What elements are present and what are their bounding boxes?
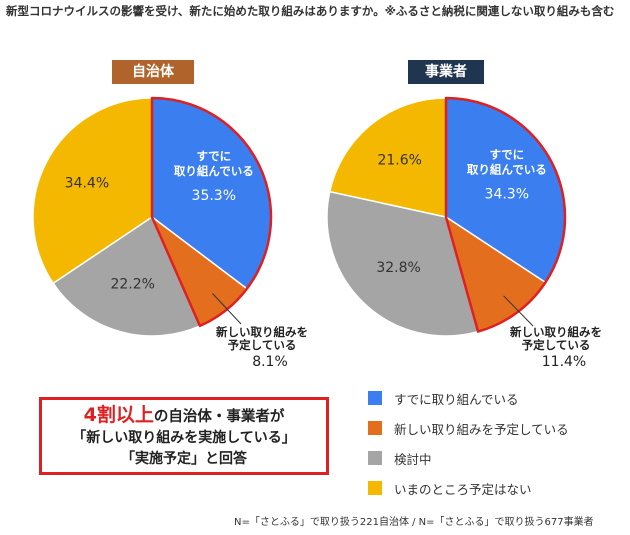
pie-label-business-already: 34.3% — [485, 186, 529, 202]
pie-highlight-municipality — [150, 96, 273, 328]
pie-callout-label-municipality-1: 予定している — [228, 338, 297, 352]
pie-label-municipality-planned: 8.1% — [252, 354, 288, 370]
summary-callout: 4割以上の自治体・事業者が 「新しい取り組みを実施している」 「実施予定」と回答 — [39, 397, 329, 475]
legend-label: 新しい取り組みを予定している — [394, 422, 569, 437]
pie-label-municipality-considering: 22.2% — [110, 276, 154, 292]
legend-label: 検討中 — [394, 452, 432, 467]
pie-slice-municipality-none — [32, 97, 153, 285]
callout-line-2: 「新しい取り組みを実施している」 — [72, 430, 296, 446]
pie-slice-business-none — [328, 97, 447, 218]
pie-inner-label-business-1: 取り組んでいる — [467, 162, 547, 176]
footnote: N=「さとふる」で取り扱う221自治体 / N=「さとふる」で取り扱う677事業… — [234, 517, 594, 528]
pie-highlight-business — [444, 96, 567, 333]
pie-leader-municipality — [212, 293, 242, 325]
pie-inner-label-municipality-0: すでに — [196, 149, 231, 163]
pie-inner-label-business-0: すでに — [489, 147, 524, 161]
pie-label-municipality-already: 35.3% — [192, 188, 236, 204]
pie-leader-business — [503, 295, 534, 327]
pie-slice-municipality-considering — [52, 215, 201, 337]
municipality-tag: 自治体 — [112, 60, 194, 84]
legend-swatch — [368, 481, 382, 495]
pie-label-business-none: 21.6% — [377, 153, 421, 169]
pie-inner-label-municipality-1: 取り組んでいる — [174, 164, 254, 178]
pie-label-business-considering: 32.8% — [376, 260, 420, 276]
pie-callout-label-business-1: 予定している — [522, 338, 591, 352]
pie-slice-business-considering — [326, 190, 480, 337]
callout-highlight: 4割以上 — [83, 404, 154, 426]
pie-callout-label-municipality-0: 新しい取り組みを — [216, 325, 308, 339]
legend-swatch — [368, 391, 382, 405]
legend-swatch — [368, 451, 382, 465]
legend-label: いまのところ予定はない — [394, 482, 532, 497]
pie-label-business-planned: 11.4% — [542, 354, 586, 370]
survey-question: 新型コロナウイルスの影響を受け、新たに始めた取り組みはありますか。※ふるさと納税… — [6, 4, 615, 18]
legend-label: すでに取り組んでいる — [394, 392, 519, 407]
pie-callout-label-business-0: 新しい取り組みを — [510, 325, 602, 339]
callout-line-1: 4割以上の自治体・事業者が — [42, 404, 326, 428]
callout-line-3: 「実施予定」と回答 — [121, 451, 247, 467]
callout-line-1-rest: の自治体・事業者が — [153, 409, 285, 425]
legend-swatch — [368, 421, 382, 435]
pie-label-municipality-none: 34.4% — [65, 175, 109, 191]
pie-charts: 35.3%すでに取り組んでいる22.2%34.4%新しい取り組みを予定している8… — [32, 96, 602, 370]
business-tag: 事業者 — [408, 60, 484, 84]
